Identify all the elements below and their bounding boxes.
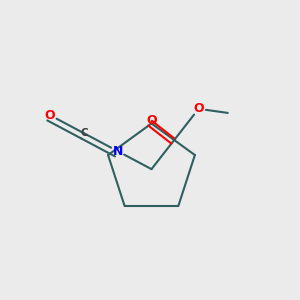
Text: O: O bbox=[193, 102, 204, 115]
Text: O: O bbox=[45, 109, 56, 122]
Text: O: O bbox=[146, 114, 157, 127]
Text: N: N bbox=[112, 145, 123, 158]
Text: C: C bbox=[80, 128, 88, 138]
